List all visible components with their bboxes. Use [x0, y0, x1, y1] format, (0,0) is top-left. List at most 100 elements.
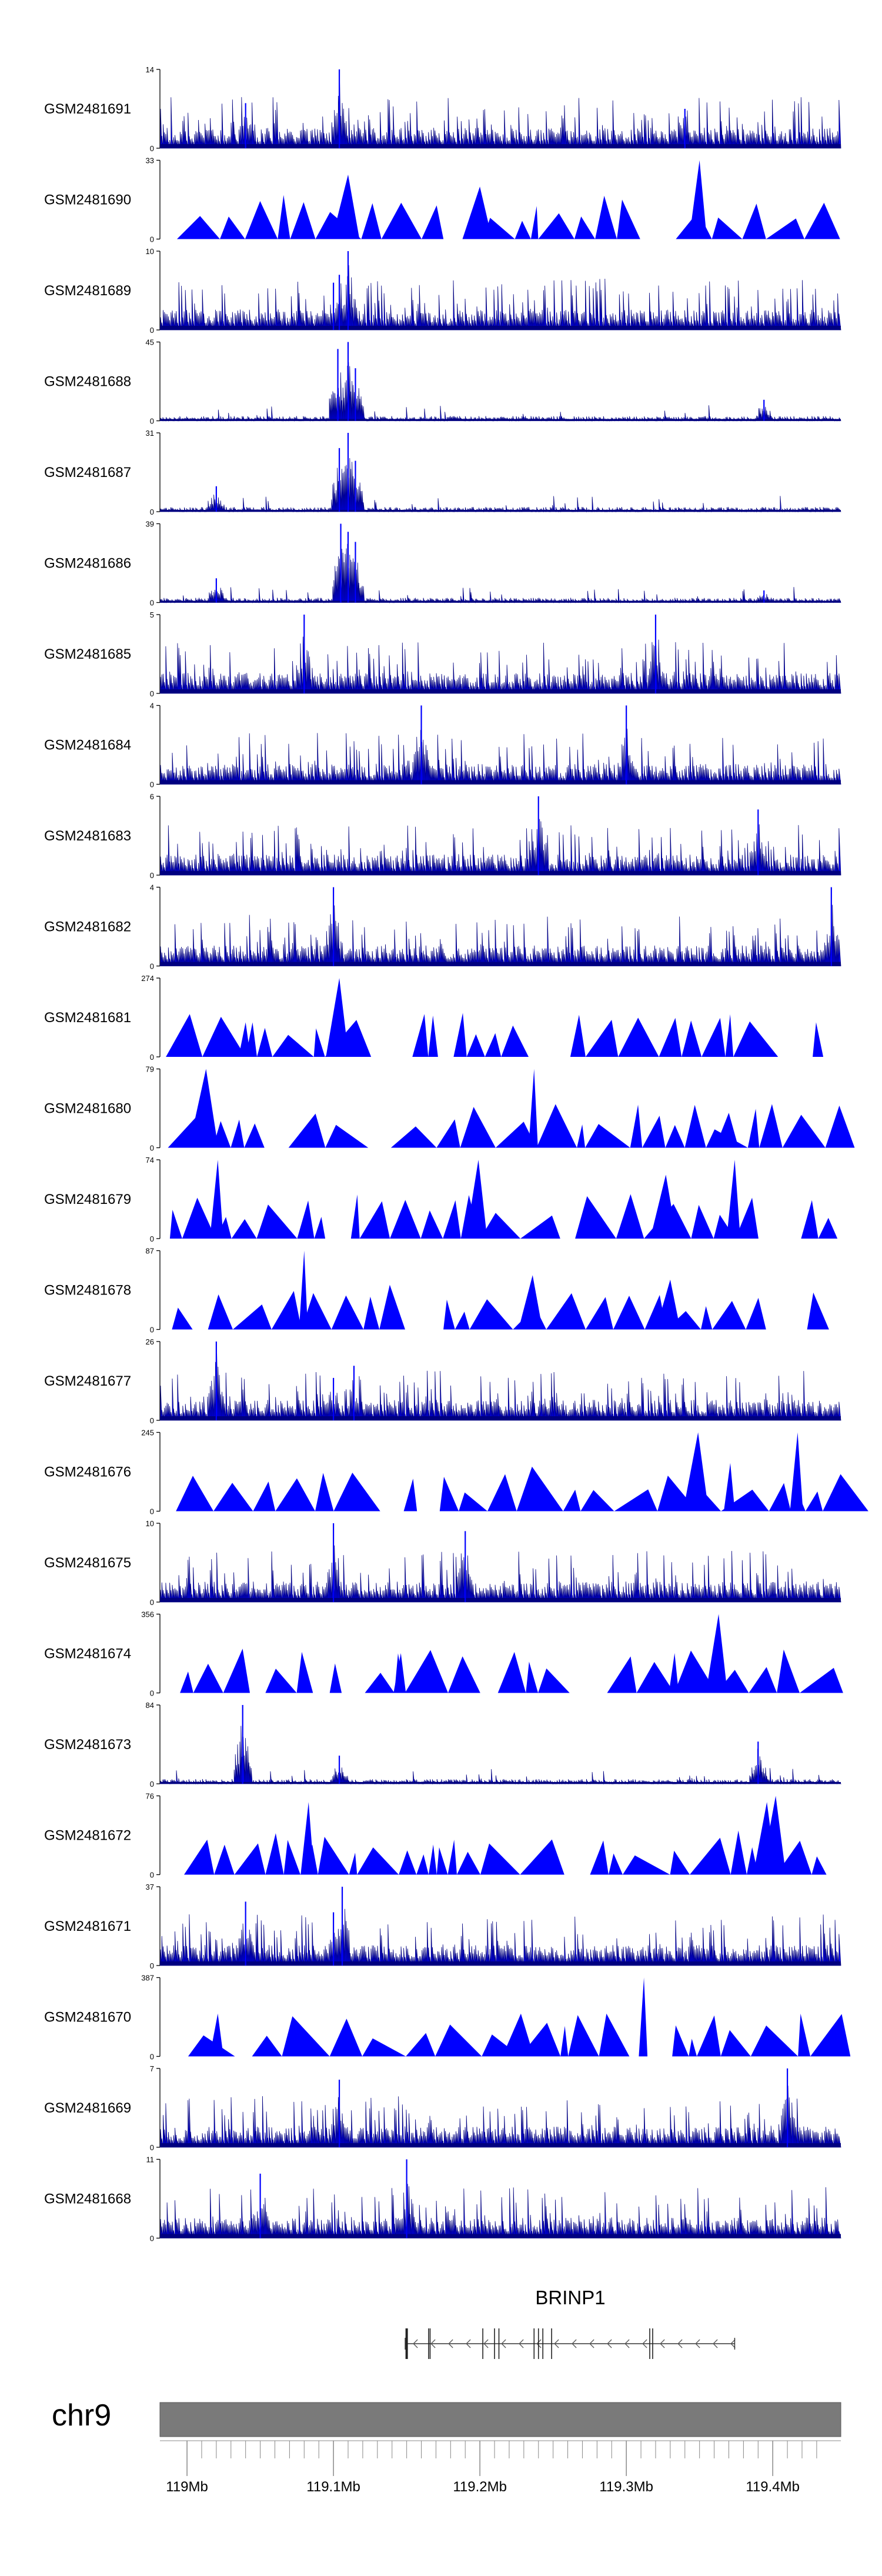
chromosome-label: chr9 [52, 2398, 111, 2432]
strand-arrow [677, 2339, 683, 2348]
y-max-label: 7 [150, 2064, 154, 2073]
peak-2 [726, 1160, 741, 1239]
chromosome-band [159, 2402, 841, 2437]
coverage-area [180, 1649, 843, 1693]
x-tick-label: 119.4Mb [746, 2479, 800, 2495]
y-max-label: 356 [141, 1610, 154, 1619]
y-zero-label: 0 [150, 1689, 154, 1698]
coverage-area [160, 2184, 841, 2238]
coverage-area [160, 82, 841, 149]
track-GSM2481685: GSM2481685 5 0 [44, 610, 841, 698]
gene-model-brinp1: BRINP1 [405, 2287, 736, 2359]
coverage-area [160, 1545, 841, 1603]
y-max-label: 4 [150, 883, 154, 892]
strand-arrow [572, 2339, 577, 2348]
y-max-label: 10 [146, 1519, 154, 1528]
strand-arrow [642, 2339, 647, 2348]
track-label: GSM2481679 [44, 1192, 131, 1207]
peak-2 [300, 1802, 315, 1875]
coverage-area [166, 1013, 824, 1057]
strand-arrow [554, 2339, 559, 2348]
x-tick-label: 119.1Mb [306, 2479, 360, 2495]
track-label: GSM2481677 [44, 1373, 131, 1389]
peak-1 [238, 1022, 250, 1057]
y-max-label: 6 [150, 792, 154, 801]
y-zero-label: 0 [150, 1507, 154, 1516]
track-GSM2481691: GSM2481691 14 0 [44, 65, 841, 153]
track-GSM2481684: GSM2481684 4 0 [44, 702, 841, 789]
strand-arrow [501, 2339, 506, 2348]
peak-1 [669, 1653, 679, 1693]
strand-arrow [519, 2339, 524, 2348]
peak-0 [188, 1069, 219, 1148]
track-GSM2481675: GSM2481675 10 0 [44, 1519, 841, 1607]
y-zero-label: 0 [150, 1871, 154, 1880]
track-label: GSM2481687 [44, 465, 131, 481]
y-max-label: 5 [150, 610, 154, 619]
coverage-area [160, 362, 841, 422]
coverage-baseline [160, 1598, 841, 1602]
y-zero-label: 0 [150, 1053, 154, 1062]
y-max-label: 76 [146, 1792, 154, 1801]
strand-arrow [536, 2339, 542, 2348]
strand-arrow [607, 2339, 612, 2348]
y-zero-label: 0 [150, 235, 154, 244]
strand-arrow [430, 2339, 436, 2348]
track-label: GSM2481669 [44, 2100, 131, 2116]
track-GSM2481673: GSM2481673 84 0 [44, 1701, 842, 1788]
y-max-label: 26 [146, 1337, 154, 1346]
coverage-baseline [160, 689, 841, 693]
y-zero-label: 0 [150, 144, 154, 153]
track-GSM2481690: GSM2481690 33 0 [44, 156, 840, 244]
y-max-label: 10 [146, 247, 154, 256]
coverage-baseline [160, 1416, 841, 1420]
track-GSM2481679: GSM2481679 74 0 [44, 1156, 838, 1243]
coverage-baseline [160, 510, 841, 512]
y-zero-label: 0 [150, 1780, 154, 1788]
track-GSM2481688: GSM2481688 45 0 [44, 338, 841, 426]
y-zero-label: 0 [150, 2234, 154, 2243]
strand-arrow [448, 2339, 453, 2348]
coverage-area [160, 899, 841, 966]
coverage-area [160, 265, 841, 331]
coverage-area [168, 1104, 855, 1148]
coverage-area [160, 1902, 841, 1966]
track-label: GSM2481673 [44, 1737, 131, 1753]
y-max-label: 45 [146, 338, 154, 347]
track-label: GSM2481688 [44, 374, 131, 390]
track-label: GSM2481681 [44, 1010, 131, 1026]
x-tick-label: 119Mb [166, 2479, 208, 2495]
y-zero-label: 0 [150, 1598, 154, 1607]
y-zero-label: 0 [150, 1234, 154, 1243]
y-zero-label: 0 [150, 1144, 154, 1153]
peak-0 [689, 160, 707, 239]
track-GSM2481669: GSM2481669 7 0 [44, 2064, 841, 2152]
x-tick-label: 119.2Mb [453, 2479, 507, 2495]
chromosome-axis: chr9 119Mb 119.1Mb 119.2Mb 119.3Mb 119.4Mb [52, 2398, 841, 2495]
peak-1 [790, 1432, 803, 1511]
coverage-area [160, 1726, 842, 1785]
track-GSM2481689: GSM2481689 10 0 [44, 247, 841, 335]
track-label: GSM2481676 [44, 1464, 131, 1480]
track-GSM2481672: GSM2481672 76 0 [44, 1792, 827, 1880]
y-zero-label: 0 [150, 2143, 154, 2152]
track-label: GSM2481680 [44, 1101, 131, 1117]
track-GSM2481683: GSM2481683 6 0 [44, 792, 841, 880]
y-max-label: 245 [141, 1429, 154, 1437]
peak-1 [332, 174, 360, 239]
strand-arrow [589, 2339, 594, 2348]
coverage-area [160, 458, 841, 513]
peak-1 [753, 1802, 777, 1875]
peak-0 [326, 978, 349, 1057]
peak-2 [502, 2013, 534, 2057]
coverage-baseline [160, 326, 841, 330]
track-GSM2481686: GSM2481686 39 0 [44, 520, 841, 608]
y-max-label: 31 [146, 429, 154, 438]
y-zero-label: 0 [150, 780, 154, 789]
peak-1 [466, 1160, 487, 1239]
track-GSM2481670: GSM2481670 387 0 [44, 1974, 851, 2061]
coverage-baseline [160, 600, 841, 603]
y-max-label: 87 [146, 1247, 154, 1256]
